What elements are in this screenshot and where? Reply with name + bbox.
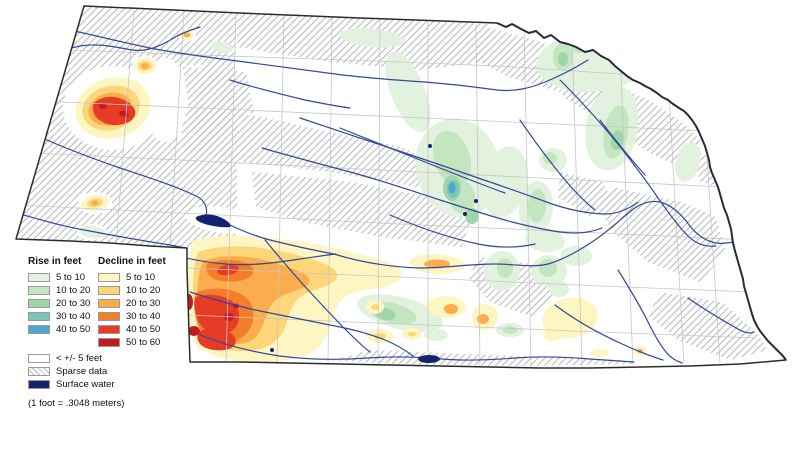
legend-row: 5 to 10 [28,271,98,284]
no-change-swatch [28,354,50,363]
legend-extra-items: < +/- 5 feet Sparse data Surface water [28,352,218,391]
lakes-layer [195,144,478,363]
legend-rise-title: Rise in feet [28,256,82,267]
legend-row: 10 to 20 [98,284,176,297]
map-legend: Rise in feet 5 to 10 10 to 20 20 to 30 3… [28,256,218,409]
rise-swatch-20-30 [28,299,50,308]
legend-decline-title: Decline in feet [98,256,166,267]
legend-rise-column: Rise in feet 5 to 10 10 to 20 20 to 30 3… [28,256,98,349]
legend-row: 30 to 40 [98,310,176,323]
decline-swatch-30-40 [98,312,120,321]
decline-small-spots [81,30,647,357]
decline-swatch-5-10 [98,273,120,282]
decline-area-layer [75,30,647,363]
legend-row: 10 to 20 [28,284,98,297]
decline-complex-southwest [185,235,402,363]
rivers-layer [16,26,755,364]
legend-columns: Rise in feet 5 to 10 10 to 20 20 to 30 3… [28,256,218,349]
rise-swatch-10-20 [28,286,50,295]
decline-swatch-10-20 [98,286,120,295]
lake-harlan [418,355,440,363]
decline-swatch-20-30 [98,299,120,308]
rise-swatch-30-40 [28,312,50,321]
state-border [15,5,787,369]
legend-decline-column: Decline in feet 5 to 10 10 to 20 20 to 3… [98,256,176,349]
sparse-data-swatch [28,367,50,376]
legend-row: 30 to 40 [28,310,98,323]
legend-row: Surface water [28,378,218,391]
legend-row: < +/- 5 feet [28,352,218,365]
surface-water-swatch [28,380,50,389]
decline-swatch-40-50 [98,325,120,334]
lake-mcconaughy [195,214,231,228]
legend-row: Sparse data [28,365,218,378]
legend-row: 20 to 30 [28,297,98,310]
legend-row: 40 to 50 [98,323,176,336]
legend-row: 40 to 50 [28,323,98,336]
legend-unit-note: (1 foot = .3048 meters) [28,398,125,409]
decline-swatch-50-60 [98,338,120,347]
legend-row: 20 to 30 [98,297,176,310]
legend-row: 5 to 10 [98,271,176,284]
legend-row: 50 to 60 [98,336,176,349]
rise-swatch-40-50 [28,325,50,334]
rise-swatch-5-10 [28,273,50,282]
